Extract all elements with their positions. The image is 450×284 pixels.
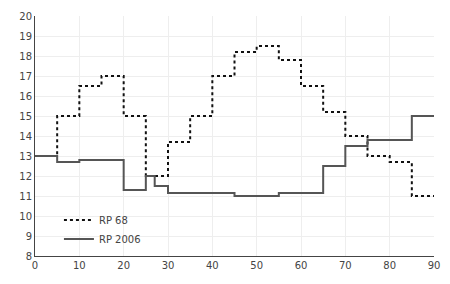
- svg-text:20: 20: [19, 11, 32, 22]
- svg-text:19: 19: [19, 31, 32, 42]
- svg-text:10: 10: [73, 260, 86, 271]
- svg-text:17: 17: [19, 71, 32, 82]
- svg-text:16: 16: [19, 91, 32, 102]
- svg-text:30: 30: [162, 260, 175, 271]
- svg-text:14: 14: [19, 131, 32, 142]
- svg-text:40: 40: [206, 260, 219, 271]
- svg-text:50: 50: [250, 260, 263, 271]
- svg-text:70: 70: [339, 260, 352, 271]
- svg-text:13: 13: [19, 151, 32, 162]
- svg-text:20: 20: [117, 260, 130, 271]
- svg-text:10: 10: [19, 211, 32, 222]
- svg-text:15: 15: [19, 111, 32, 122]
- svg-text:9: 9: [26, 231, 32, 242]
- svg-text:RP 68: RP 68: [99, 215, 128, 226]
- svg-text:80: 80: [383, 260, 396, 271]
- svg-text:RP 2006: RP 2006: [99, 234, 141, 245]
- svg-text:18: 18: [19, 51, 32, 62]
- svg-text:90: 90: [428, 260, 441, 271]
- svg-text:12: 12: [19, 171, 32, 182]
- svg-text:11: 11: [19, 191, 32, 202]
- svg-text:0: 0: [32, 260, 38, 271]
- svg-text:60: 60: [295, 260, 308, 271]
- svg-text:8: 8: [26, 251, 32, 262]
